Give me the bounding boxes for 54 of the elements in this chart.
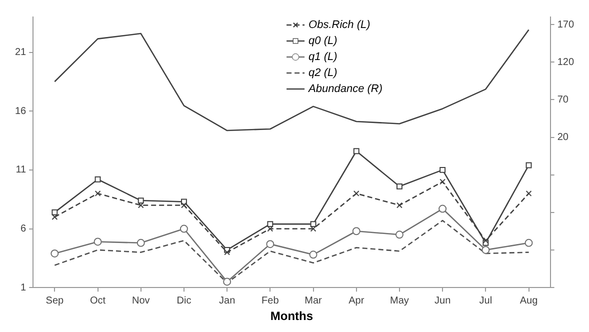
point	[224, 249, 230, 256]
x-axis-title: Months	[270, 309, 314, 324]
x-tick-label: Jun	[434, 295, 451, 306]
x-tick-label: Jan	[219, 295, 236, 306]
y-tick-label: 11	[16, 164, 27, 176]
x-tick-label: Oct	[90, 295, 106, 306]
point	[94, 238, 102, 246]
point	[440, 178, 446, 185]
legend-label: q2 (L)	[308, 67, 338, 80]
point	[396, 202, 402, 208]
point	[180, 224, 188, 233]
legend-label: Abundance (R)	[308, 83, 383, 96]
point	[52, 214, 58, 220]
point	[94, 190, 101, 196]
x-tick-label: Aug	[520, 295, 538, 306]
legend-label: q0 (L)	[308, 35, 338, 48]
point	[180, 202, 187, 208]
y2-tick-label: 20	[557, 132, 569, 144]
point	[396, 183, 402, 190]
x-tick-label: Dic	[176, 295, 192, 306]
legend-label: Obs.Rich (L)	[308, 19, 371, 32]
y2-tick-label: 170	[557, 19, 574, 30]
point	[353, 148, 360, 154]
x-tick-label: May	[390, 295, 409, 306]
point	[138, 198, 144, 204]
y2-tick-label: 70	[557, 94, 569, 106]
point	[136, 238, 145, 247]
x-tick-label: Nov	[132, 295, 150, 306]
point	[352, 227, 360, 236]
point	[438, 204, 447, 213]
point	[524, 238, 533, 247]
y2-tick-label: 120	[557, 56, 574, 68]
y-tick-label: 16	[15, 106, 27, 117]
x-tick-label: Apr	[348, 295, 365, 306]
point	[353, 190, 360, 196]
point	[266, 240, 274, 248]
point	[50, 249, 59, 258]
point	[440, 166, 446, 173]
point	[52, 209, 58, 216]
point	[395, 230, 404, 239]
x-tick-label: Mar	[304, 295, 323, 306]
point	[309, 250, 318, 259]
y-tick-label: 1	[20, 282, 27, 294]
point	[267, 221, 274, 228]
point	[223, 278, 232, 286]
point	[94, 176, 101, 182]
legend-label: q1 (L)	[308, 51, 338, 64]
x-tick-label: Sep	[46, 295, 64, 306]
y-tick-label: 6	[20, 224, 27, 235]
x-tick-label: Jul	[479, 295, 492, 306]
x-tick-label: Feb	[262, 295, 280, 306]
point	[526, 190, 532, 196]
point	[482, 246, 490, 254]
y-tick-label: 21	[15, 47, 27, 58]
